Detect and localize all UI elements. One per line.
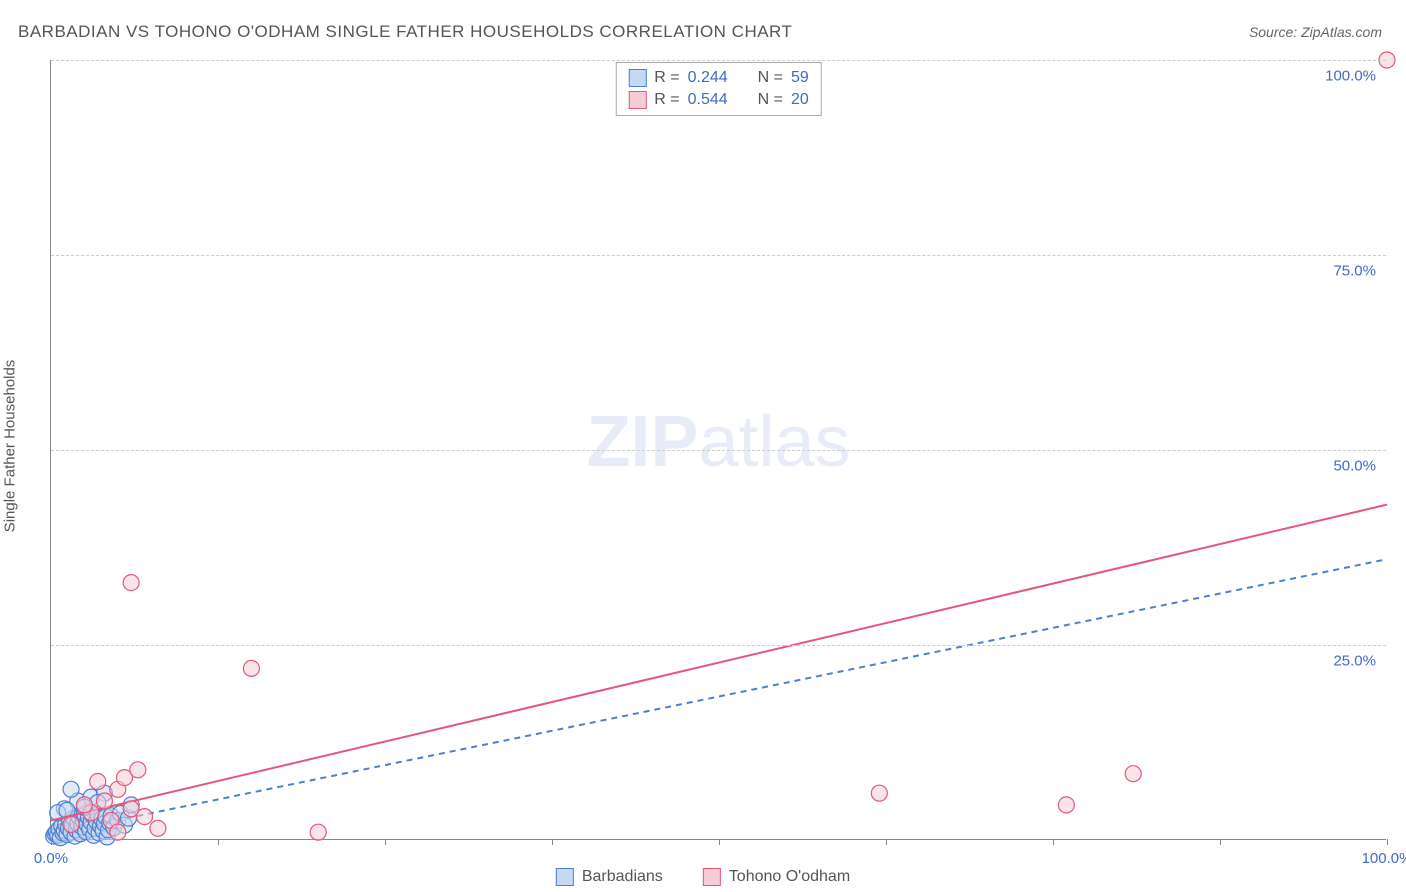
n-label: N = xyxy=(758,91,783,109)
gridline xyxy=(51,255,1386,256)
y-tick-label: 75.0% xyxy=(1333,263,1376,280)
r-label: R = xyxy=(654,91,679,109)
gridline xyxy=(51,645,1386,646)
x-tick xyxy=(51,839,52,845)
y-tick-label: 50.0% xyxy=(1333,458,1376,475)
data-point xyxy=(1058,797,1074,813)
stats-legend-box: R = 0.244 N = 59 R = 0.544 N = 20 xyxy=(615,62,821,116)
r-value-tohono: 0.544 xyxy=(688,91,738,109)
data-point xyxy=(1125,766,1141,782)
data-point xyxy=(137,809,153,825)
gridline xyxy=(51,450,1386,451)
data-point xyxy=(871,785,887,801)
chart-title: BARBADIAN VS TOHONO O'ODHAM SINGLE FATHE… xyxy=(18,22,792,42)
legend-swatch-barbadians xyxy=(556,868,574,886)
legend-label-barbadians: Barbadians xyxy=(582,868,663,886)
data-point xyxy=(123,575,139,591)
data-point xyxy=(63,781,79,797)
data-point xyxy=(243,660,259,676)
legend-item-tohono: Tohono O'odham xyxy=(703,868,850,886)
n-value-barbadians: 59 xyxy=(791,69,809,87)
data-point xyxy=(63,816,79,832)
data-point xyxy=(310,824,326,840)
x-tick xyxy=(385,839,386,845)
legend-item-barbadians: Barbadians xyxy=(556,868,663,886)
legend-label-tohono: Tohono O'odham xyxy=(729,868,850,886)
stats-row-barbadians: R = 0.244 N = 59 xyxy=(628,67,808,89)
swatch-tohono xyxy=(628,91,646,109)
y-axis-label: Single Father Households xyxy=(2,360,19,533)
data-point xyxy=(150,820,166,836)
n-value-tohono: 20 xyxy=(791,91,809,109)
data-point xyxy=(90,774,106,790)
legend-swatch-tohono xyxy=(703,868,721,886)
x-tick xyxy=(886,839,887,845)
x-tick xyxy=(1220,839,1221,845)
data-point xyxy=(110,824,126,840)
x-tick-label: 0.0% xyxy=(34,850,68,867)
source-attribution: Source: ZipAtlas.com xyxy=(1249,24,1382,40)
data-point xyxy=(76,797,92,813)
n-label: N = xyxy=(758,69,783,87)
x-tick xyxy=(218,839,219,845)
x-tick-label: 100.0% xyxy=(1362,850,1406,867)
x-tick xyxy=(1053,839,1054,845)
plot-area: ZIPatlas R = 0.244 N = 59 R = 0.544 N = … xyxy=(50,60,1386,840)
x-tick xyxy=(552,839,553,845)
data-point xyxy=(130,762,146,778)
r-label: R = xyxy=(654,69,679,87)
r-value-barbadians: 0.244 xyxy=(688,69,738,87)
data-point xyxy=(96,793,112,809)
regression-line xyxy=(51,559,1387,834)
x-tick xyxy=(1387,839,1388,845)
gridline xyxy=(51,60,1386,61)
stats-row-tohono: R = 0.544 N = 20 xyxy=(628,89,808,111)
x-tick xyxy=(719,839,720,845)
y-tick-label: 25.0% xyxy=(1333,653,1376,670)
swatch-barbadians xyxy=(628,69,646,87)
bottom-legend: Barbadians Tohono O'odham xyxy=(556,868,850,886)
y-tick-label: 100.0% xyxy=(1325,68,1376,85)
